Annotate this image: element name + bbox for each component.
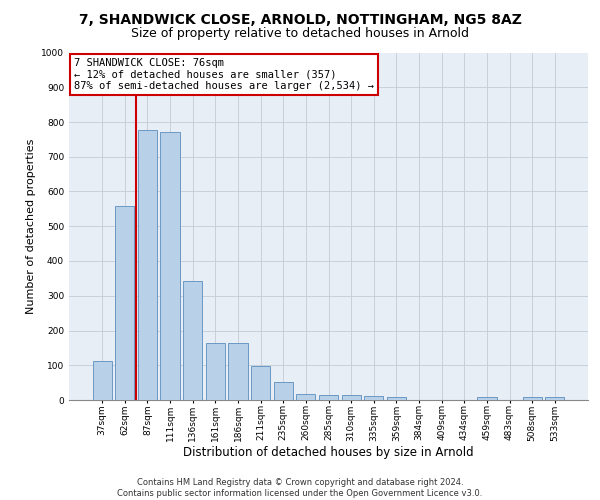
Bar bbox=[115, 206, 134, 400]
Bar bbox=[206, 342, 225, 400]
Bar bbox=[341, 395, 361, 400]
Bar bbox=[319, 395, 338, 400]
Bar bbox=[296, 394, 316, 400]
Text: 7 SHANDWICK CLOSE: 76sqm
← 12% of detached houses are smaller (357)
87% of semi-: 7 SHANDWICK CLOSE: 76sqm ← 12% of detach… bbox=[74, 58, 374, 91]
Y-axis label: Number of detached properties: Number of detached properties bbox=[26, 138, 35, 314]
Bar bbox=[387, 396, 406, 400]
Text: Contains HM Land Registry data © Crown copyright and database right 2024.
Contai: Contains HM Land Registry data © Crown c… bbox=[118, 478, 482, 498]
Bar bbox=[92, 361, 112, 400]
Bar bbox=[251, 366, 270, 400]
Bar bbox=[138, 130, 157, 400]
Bar bbox=[183, 281, 202, 400]
Bar bbox=[477, 396, 497, 400]
X-axis label: Distribution of detached houses by size in Arnold: Distribution of detached houses by size … bbox=[183, 446, 474, 459]
Bar bbox=[274, 382, 293, 400]
Text: Size of property relative to detached houses in Arnold: Size of property relative to detached ho… bbox=[131, 28, 469, 40]
Bar bbox=[364, 396, 383, 400]
Bar bbox=[229, 342, 248, 400]
Bar bbox=[160, 132, 180, 400]
Text: 7, SHANDWICK CLOSE, ARNOLD, NOTTINGHAM, NG5 8AZ: 7, SHANDWICK CLOSE, ARNOLD, NOTTINGHAM, … bbox=[79, 12, 521, 26]
Bar bbox=[523, 396, 542, 400]
Bar bbox=[545, 397, 565, 400]
